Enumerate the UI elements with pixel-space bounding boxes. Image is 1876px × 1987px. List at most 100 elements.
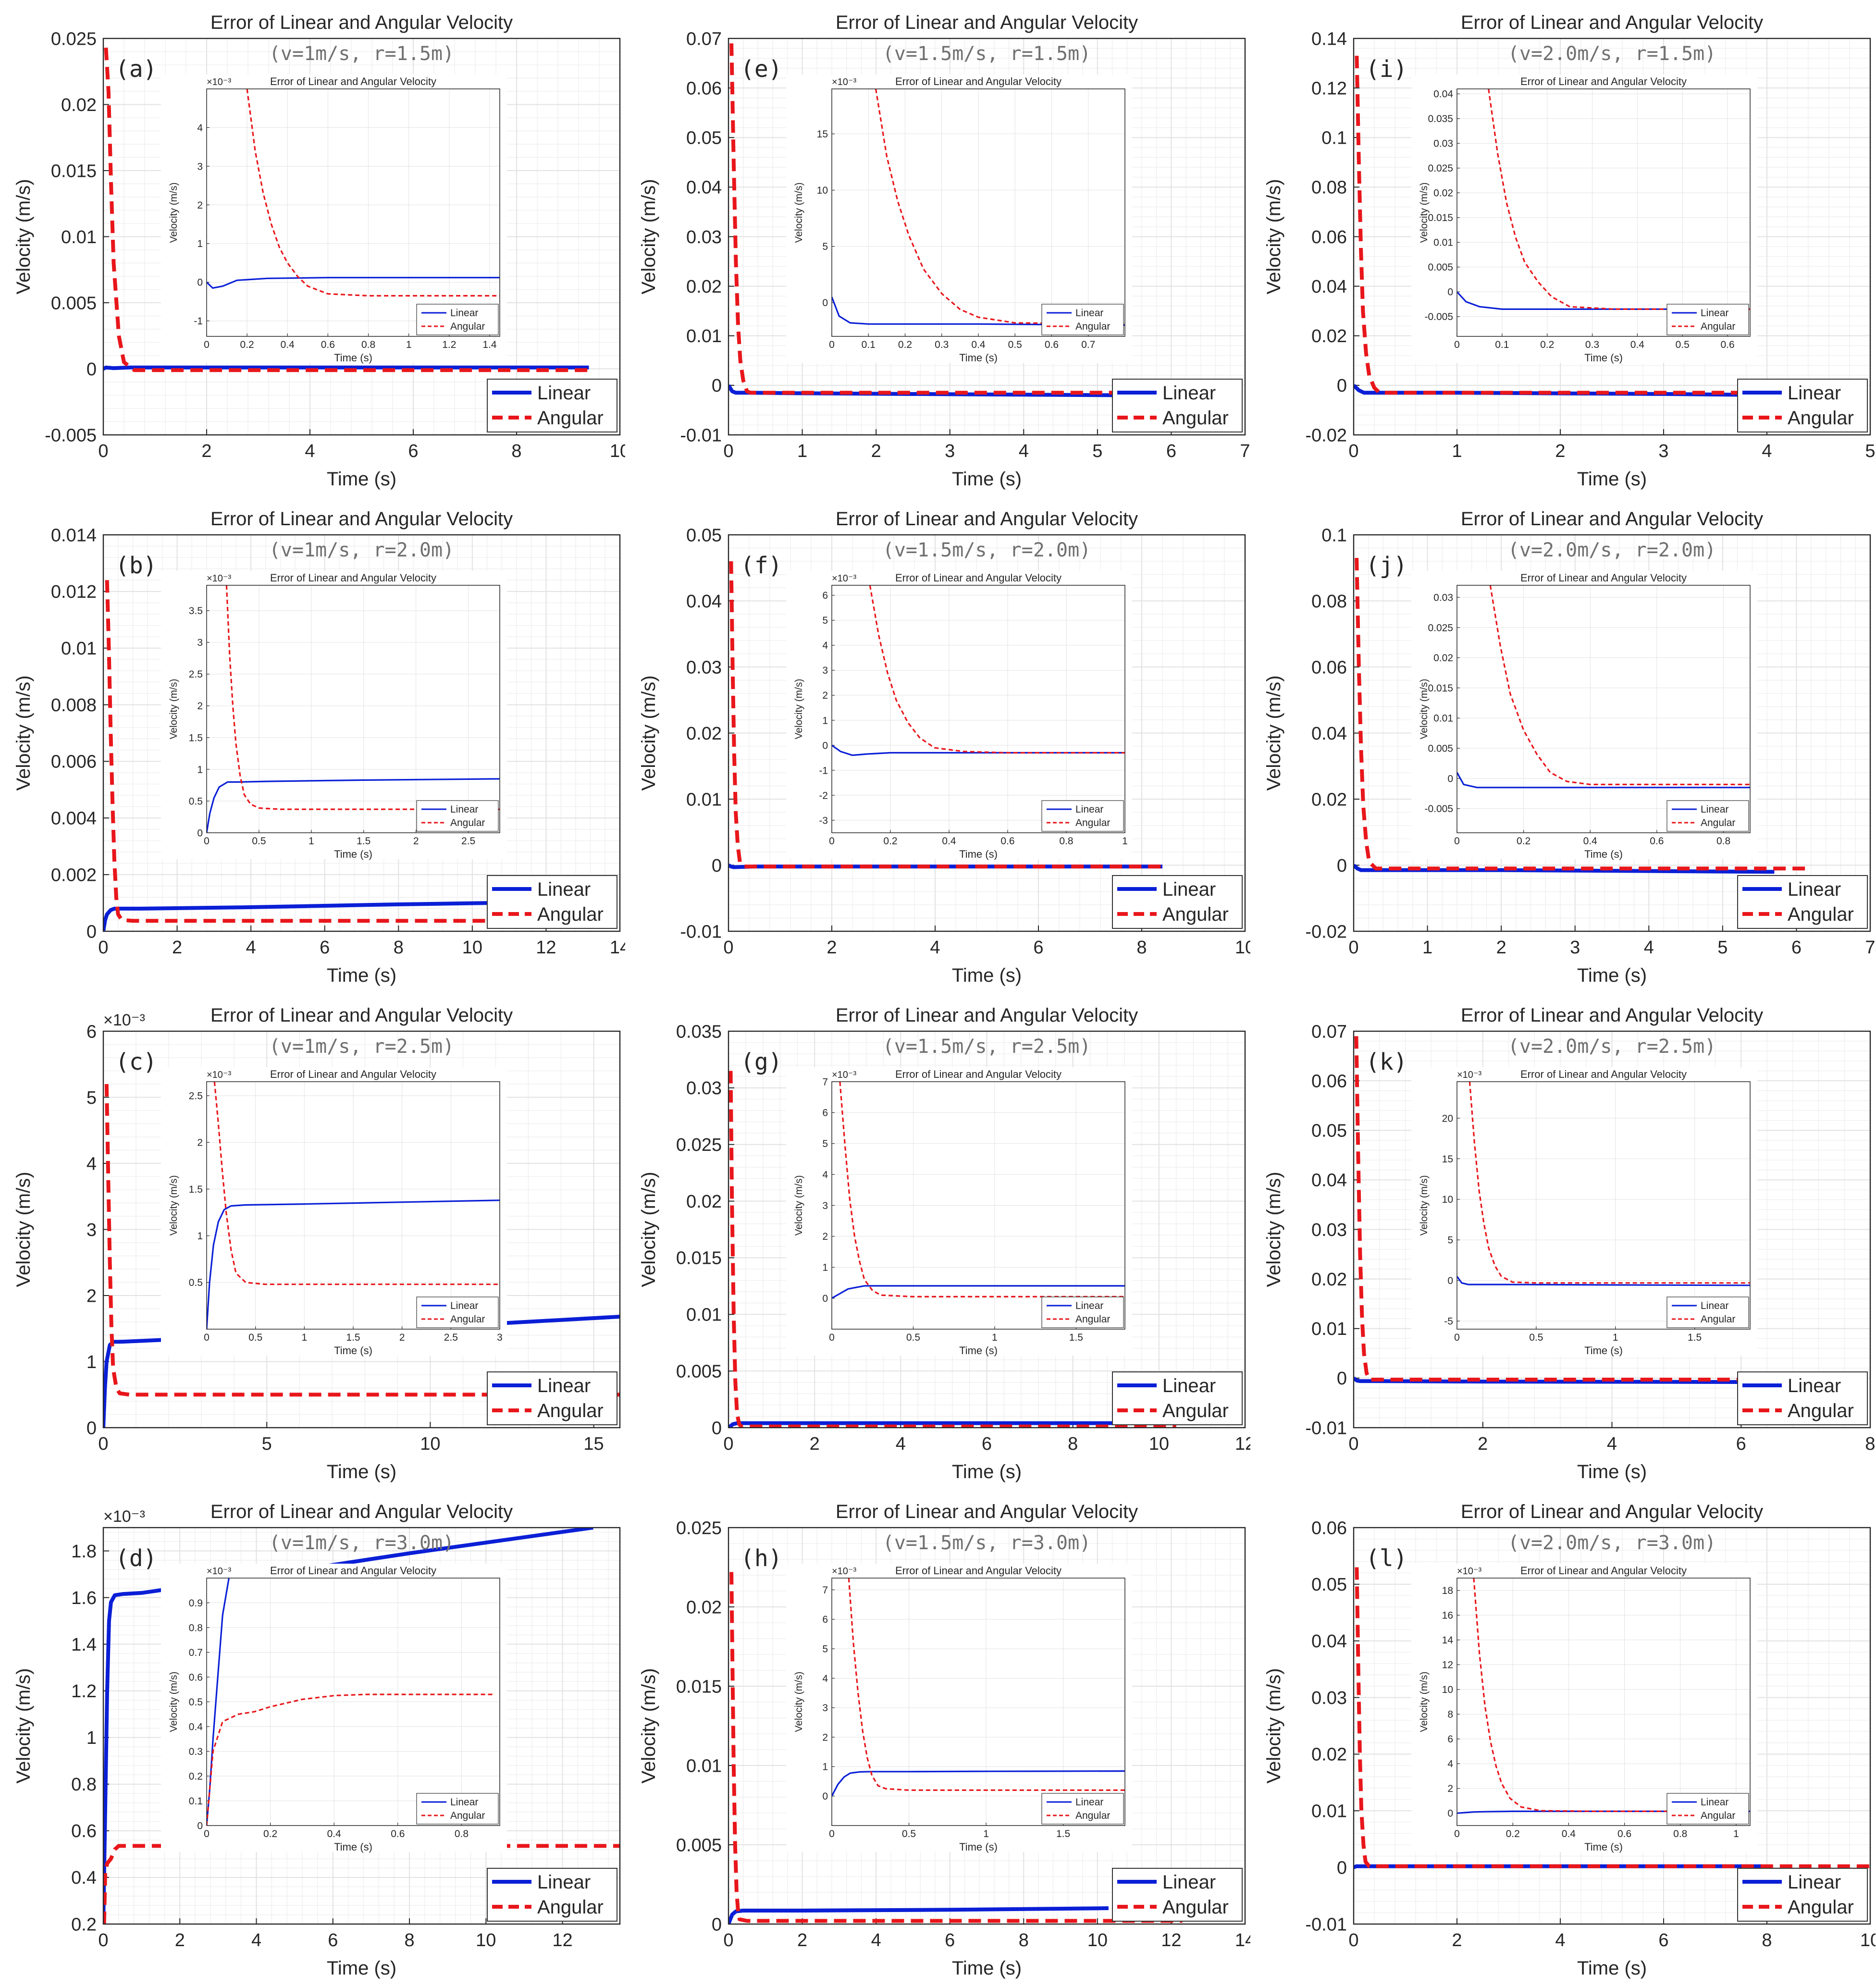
panel-label: (e) (741, 56, 782, 83)
inset-y-multiplier: ×10⁻³ (832, 77, 856, 87)
inset-y-tick-label: 20 (1442, 1113, 1453, 1124)
inset-x-tick-label: 0.2 (883, 836, 897, 847)
series-linear (728, 1906, 1109, 1924)
inset-x-tick-label: 1.2 (442, 339, 456, 350)
inset-legend: Linear Angular (1041, 1793, 1124, 1825)
y-tick-label: 0.014 (51, 525, 97, 545)
inset-y-multiplier: ×10⁻³ (832, 573, 856, 584)
inset-x-tick-label: 1 (1733, 1828, 1739, 1839)
inset-grid (206, 1578, 500, 1826)
inset-y-tick-label: 5 (822, 615, 828, 626)
inset-y-tick-label: 0.2 (189, 1771, 203, 1782)
inset-y-multiplier: ×10⁻³ (207, 1566, 231, 1577)
inset-axes: 0 0.2 0.4 0.6 0.8 1 1.2 1.4 -1 0 1 2 3 4 Linear Angular… (161, 74, 507, 364)
inset-title: Error of Linear and Angular Velocity (1520, 1068, 1687, 1080)
y-axis-label: Velocity (m/s) (13, 675, 34, 790)
inset-y-axis-label: Velocity (m/s) (1419, 182, 1430, 243)
inset-axes-frame (1456, 1081, 1751, 1330)
x-tick-label: 12 (552, 1930, 572, 1950)
inset-title: Error of Linear and Angular Velocity (895, 75, 1061, 87)
x-axis-label: Time (s) (952, 1958, 1022, 1979)
y-axis-label: Velocity (m/s) (13, 1668, 34, 1783)
axes-frame (102, 534, 621, 932)
x-tick-label: 1 (797, 441, 807, 461)
panel-l: 0 2 4 6 8 10-0.0100.010.020.030.040.050.06Lin… (1263, 1501, 1876, 1979)
inset-x-tick-label: 0.2 (1517, 836, 1530, 847)
x-tick-label: 2 (175, 1930, 185, 1950)
inset-x-tick-label: 1 (992, 1332, 998, 1343)
inset-y-tick-label: 5 (822, 1643, 828, 1654)
x-tick-label: 0 (1348, 1930, 1358, 1950)
inset-x-tick-label: 2 (413, 836, 419, 847)
series-linear (1354, 1864, 1762, 1869)
y-tick-label: -0.02 (1305, 425, 1347, 445)
y-tick-label: 4 (86, 1154, 97, 1174)
x-tick-label: 0 (98, 1930, 108, 1950)
inset-legend-box (1666, 1793, 1749, 1825)
y-tick-label: 0.06 (1311, 1071, 1347, 1091)
chart-subtitle: (v=1m/s, r=2.0m) (269, 539, 454, 561)
panel-label: (h) (741, 1545, 782, 1572)
inset-legend-label-linear: Linear (450, 804, 478, 815)
inset-x-axis-label: Time (s) (1584, 352, 1623, 364)
panel-label: (b) (115, 552, 157, 579)
legend-box (1112, 1371, 1243, 1425)
inset-x-tick-label: 0.4 (327, 1828, 342, 1839)
inset-y-tick-label: 1 (822, 1762, 828, 1773)
inset-series-linear (1457, 291, 1750, 310)
y-axis-label: Velocity (m/s) (1263, 179, 1284, 294)
chart-title: Error of Linear and Angular Velocity (1461, 1501, 1763, 1522)
inset-x-tick-label: 0.4 (942, 836, 956, 847)
inset-series-angular (1489, 585, 1750, 786)
inset-x-tick-label: 0.2 (1540, 339, 1554, 350)
inset-x-tick-label: 0.5 (1008, 339, 1022, 350)
legend-label-linear: Linear (537, 1872, 591, 1893)
y-tick-label: 0.4 (71, 1868, 97, 1888)
inset-y-tick-label: 0.03 (1433, 138, 1453, 149)
y-tick-label: 0.02 (1311, 326, 1347, 346)
inset-legend-label-angular: Angular (1701, 1314, 1735, 1325)
inset-y-tick-label: 0.015 (1428, 212, 1453, 223)
inset-x-tick-label: 2 (399, 1332, 405, 1343)
inset-legend-box (1666, 304, 1749, 335)
x-tick-label: 7 (1865, 938, 1875, 958)
inset-legend-box (1666, 800, 1749, 832)
x-tick-label: 6 (320, 938, 330, 958)
legend-box (1737, 1868, 1868, 1922)
inset-series-angular (213, 1082, 500, 1285)
inset-series-angular (875, 89, 1125, 325)
panel-label: (a) (115, 56, 157, 83)
y-tick-label: 0 (86, 359, 97, 380)
series-group (728, 1572, 1183, 1924)
inset-y-axis-label: Velocity (m/s) (1419, 1175, 1430, 1235)
chart-title: Error of Linear and Angular Velocity (836, 508, 1138, 530)
inset-series-linear (207, 277, 500, 289)
inset-x-tick-label: 3 (497, 1332, 503, 1343)
y-tick-label: 0 (1337, 856, 1347, 876)
inset-series-angular (225, 585, 500, 810)
inset-y-multiplier: ×10⁻³ (1457, 1566, 1481, 1577)
panel-a: 0 2 4 6 8 10-0.00500.0050.010.0150.020.025Lin… (13, 12, 625, 490)
x-axis-label: Time (s) (1577, 1461, 1647, 1482)
inset-y-tick-label: 4 (1447, 1759, 1453, 1770)
y-tick-label: -0.01 (1305, 1418, 1347, 1438)
inset-y-tick-label: 5 (822, 1138, 828, 1149)
inset-plot-area (207, 585, 500, 833)
y-tick-label: 0 (1337, 1369, 1347, 1389)
inset-y-tick-label: 16 (1442, 1610, 1453, 1621)
inset-y-tick-label: 0.5 (189, 796, 203, 807)
inset-x-tick-label: 0.4 (281, 339, 295, 350)
inset-x-axis-label: Time (s) (959, 848, 998, 860)
inset-x-tick-label: 0.8 (1716, 836, 1730, 847)
legend-label-angular: Angular (537, 407, 604, 429)
legend: Linear Angular (1112, 1371, 1243, 1425)
inset-series-linear (832, 1770, 1125, 1797)
x-tick-label: 0 (723, 1434, 733, 1454)
chart-subtitle: (v=1.5m/s, r=2.5m) (883, 1036, 1091, 1058)
inset-grid (831, 89, 1125, 336)
inset-axes: 0 0.5 1 1.5 0 1 2 3 4 5 6 7 Linear Angular Error of Li… (786, 1067, 1132, 1357)
inset-y-tick-label: 15 (1442, 1154, 1453, 1165)
inset-y-tick-label: 6 (822, 590, 828, 601)
inset-series-group (1457, 89, 1750, 310)
